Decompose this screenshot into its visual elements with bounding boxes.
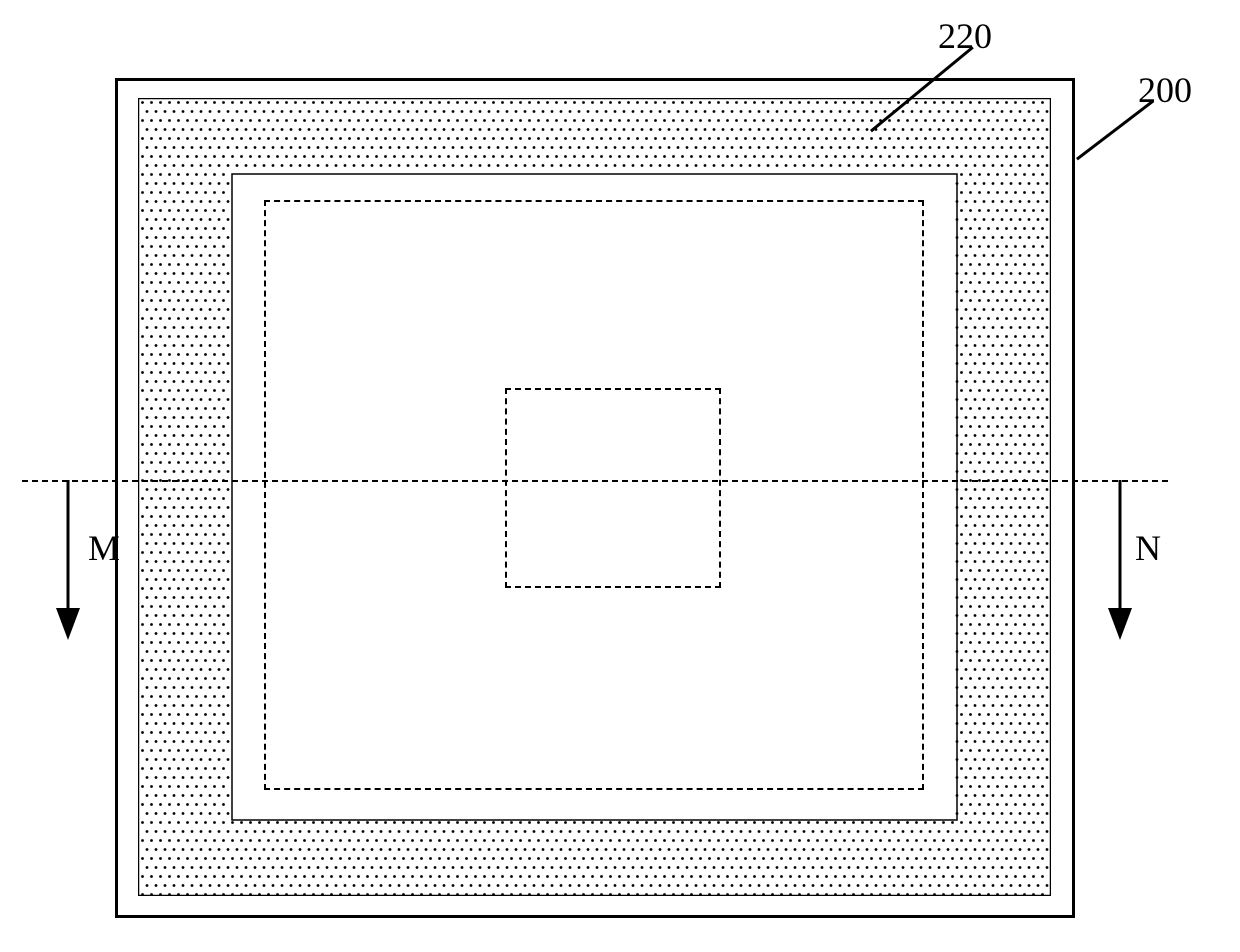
- label-m: M: [88, 530, 120, 566]
- label-220: 220: [938, 18, 992, 54]
- label-200: 200: [1138, 72, 1192, 108]
- cut-line: [22, 480, 1168, 482]
- arrow-m: [52, 480, 84, 640]
- figure-root: M N 220 200: [0, 0, 1240, 952]
- arrow-n: [1104, 480, 1136, 640]
- dashed-rect-small: [505, 388, 721, 588]
- label-n: N: [1135, 530, 1161, 566]
